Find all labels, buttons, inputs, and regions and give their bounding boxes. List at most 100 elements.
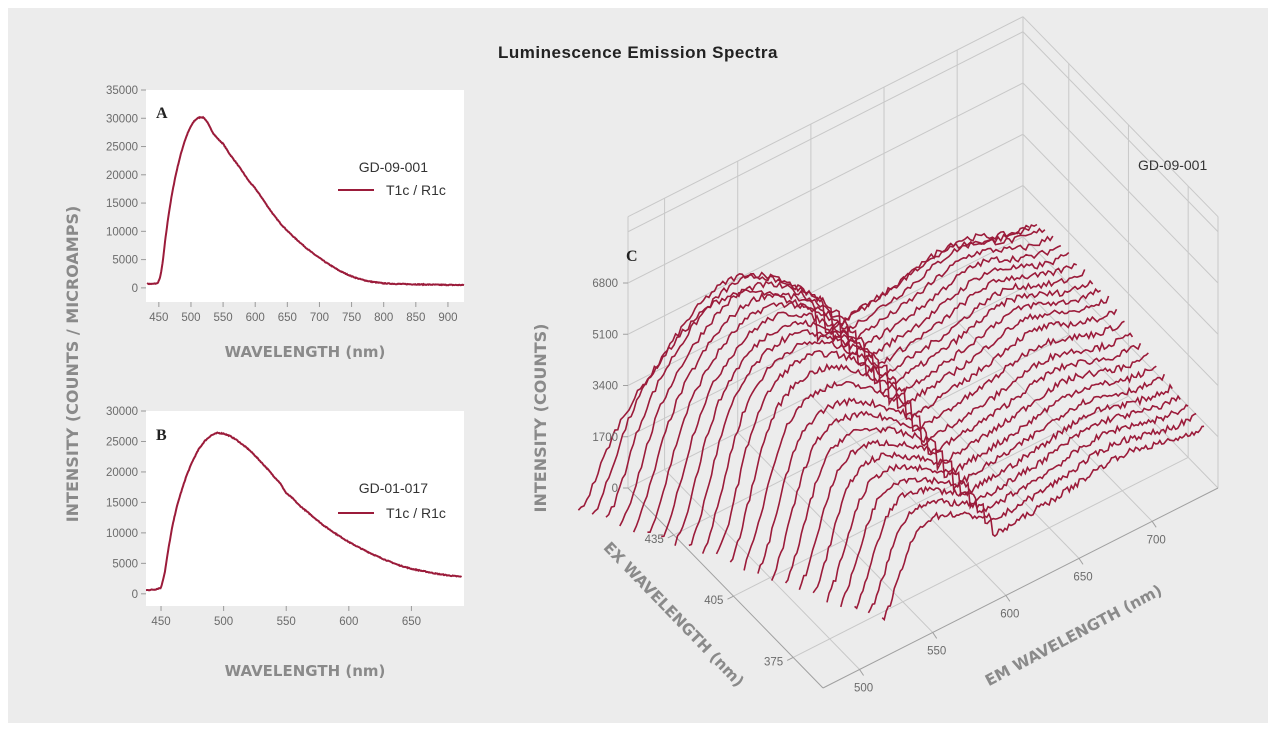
chart-c-panel-letter: C [626,248,638,265]
chart-c-ex-tick-label: 405 [704,595,723,607]
chart-c-legend-title: GD-09-001 [1138,157,1207,173]
chart-c-z-axis-label: INTENSITY (COUNTS) [531,324,550,513]
chart-c-spectrum-line [812,373,1166,594]
chart-a-axes: 0 5000 10000 15000 20000 25000 30000 35000 450 50… [106,85,458,324]
chart-b-legend-label: T1c / R1c [386,505,446,521]
chart-c-spectrum-line [701,287,1102,554]
chart-c-spectrum-line [715,295,1110,555]
chart-a-x-tick-label: 500 [181,312,200,324]
chart-b-y-tick-label: 0 [132,589,138,601]
chart-c-em-tick [932,632,938,639]
chart-c-ticks: 0 1700 3400 5100 6800 375 405 435 500 550 600 650 70… [592,278,1165,694]
chart-a-y-tick-label: 25000 [106,142,138,154]
chart-c-spectrum-line [867,412,1197,614]
chart-c-floor-grid-line [883,358,1080,559]
chart-c-spectrum-line [619,235,1054,527]
chart-c-ex-axis-label: EX WAVELENGTH (nm) [600,538,748,690]
chart-c-em-tick-label: 500 [854,682,873,694]
chart-c-z-tick-label: 1700 [592,432,618,444]
chart-c-ex-axis-line [627,487,824,689]
chart-a-x-tick-label: 700 [310,312,329,324]
chart-c-wall-grid-line [1022,287,1219,489]
chart-c-em-tick [1005,595,1011,602]
chart-c-wall-grid-line [627,185,1024,386]
chart-c-wall-grid-line [1022,82,1219,284]
chart-c-em-tick [1151,521,1157,528]
chart-c-spectrum-line [770,343,1142,581]
chart-b-legend-title: GD-01-017 [359,480,428,496]
chart-c-ex-tick-label: 375 [764,656,783,668]
figure-svg: Luminescence Emission Spectra INTENSITY … [63,16,1219,694]
chart-c-floor-grid-line [792,456,1189,658]
chart-c-spectrum-line [743,320,1125,571]
chart-c-z-tick-label: 5100 [592,329,618,341]
chart-b-y-tick-label: 30000 [106,406,138,418]
chart-c-wall-edge [627,16,1024,218]
chart-b-x-tick-label: 450 [151,616,170,628]
chart-c-z-tick-label: 3400 [592,381,618,393]
chart-c-spectrum-line [591,223,1038,515]
chart-c-spectrum-line [757,332,1134,574]
shared-y-axis-label: INTENSITY (COUNTS / MICROAMPS) [63,206,82,523]
chart-c-spectrum-line [661,262,1077,538]
chart-b-y-tick-label: 5000 [112,558,138,570]
chart-a-y-tick-label: 5000 [112,255,138,267]
chart-a-x-tick-label: 850 [406,312,425,324]
chart-a-legend-label: T1c / R1c [386,182,446,198]
chart-c-spectrum-line [826,383,1173,603]
chart-c-em-tick [1078,558,1084,565]
chart-a-y-tick-label: 35000 [106,85,138,97]
chart-b-x-tick-label: 500 [214,616,233,628]
chart-c-3d: 0 1700 3400 5100 6800 375 405 435 500 550 600 650 70… [531,16,1219,694]
chart-c-wall-grid-line [1022,185,1219,386]
chart-a-x-tick-label: 550 [213,312,232,324]
chart-c-floor-grid-line [956,320,1153,522]
chart-c-em-tick-label: 550 [927,645,946,657]
chart-c-z-tick-label: 0 [612,483,618,495]
chart-c-wall-edge [1022,16,1219,218]
figure-panel: Luminescence Emission Spectra INTENSITY … [8,8,1268,723]
chart-a-legend-title: GD-09-001 [359,159,428,175]
chart-c-spectrum-line [840,394,1181,608]
chart-a-x-tick-label: 800 [374,312,393,324]
chart-a-series-line [146,115,465,287]
chart-a: 0 5000 10000 15000 20000 25000 30000 35000 450 50… [106,85,465,361]
chart-c-floor-grid-line [664,469,860,670]
chart-b-y-tick-label: 20000 [106,467,138,479]
chart-b-x-tick-label: 600 [339,616,358,628]
chart-c-ex-tick [786,656,794,661]
chart-c-ex-tick [667,534,674,539]
chart-b-panel-letter: B [156,427,167,444]
chart-b-x-tick-label: 550 [277,616,296,628]
chart-c-wall-grid-line [1022,31,1219,233]
chart-b-y-tick-label: 10000 [106,528,138,540]
chart-c-spectrum-line [647,251,1070,533]
chart-b-y-tick-label: 25000 [106,436,138,448]
chart-c-ex-tick [727,595,734,600]
chart-c-floor-grid-line [733,395,1129,597]
chart-c-spectrum-line [784,352,1149,584]
chart-c-em-tick-label: 600 [1000,608,1019,620]
chart-b-axes: 0 5000 10000 15000 20000 25000 30000 450 500 550 6… [106,406,421,628]
chart-c-spectra [577,223,1205,622]
chart-a-x-tick-label: 750 [342,312,361,324]
chart-c-em-tick [859,669,864,676]
chart-c-wall-grid-line [1022,133,1219,335]
chart-a-x-tick-label: 650 [278,312,297,324]
chart-a-x-tick-label: 450 [149,312,168,324]
chart-a-plot-area [146,90,464,302]
chart-c-spectrum-line [688,279,1094,547]
chart-c-em-axis-label: EM WAVELENGTH (nm) [982,581,1165,690]
chart-c-spectrum-line [729,308,1118,563]
chart-a-y-tick-label: 15000 [106,198,138,210]
chart-c-spectrum-line [854,403,1189,610]
chart-a-y-tick-label: 0 [132,283,138,295]
chart-a-x-axis-label: WAVELENGTH (nm) [225,343,386,361]
chart-b-series-line [145,431,463,592]
chart-c-spectrum-line [798,365,1157,590]
figure-title: Luminescence Emission Spectra [498,43,778,62]
chart-c-z-tick-label: 6800 [592,278,618,290]
chart-c-floor-grid-line [673,334,1069,536]
chart-b: 0 5000 10000 15000 20000 25000 30000 450 500 550 6… [106,406,464,680]
chart-b-x-tick-label: 650 [402,616,421,628]
